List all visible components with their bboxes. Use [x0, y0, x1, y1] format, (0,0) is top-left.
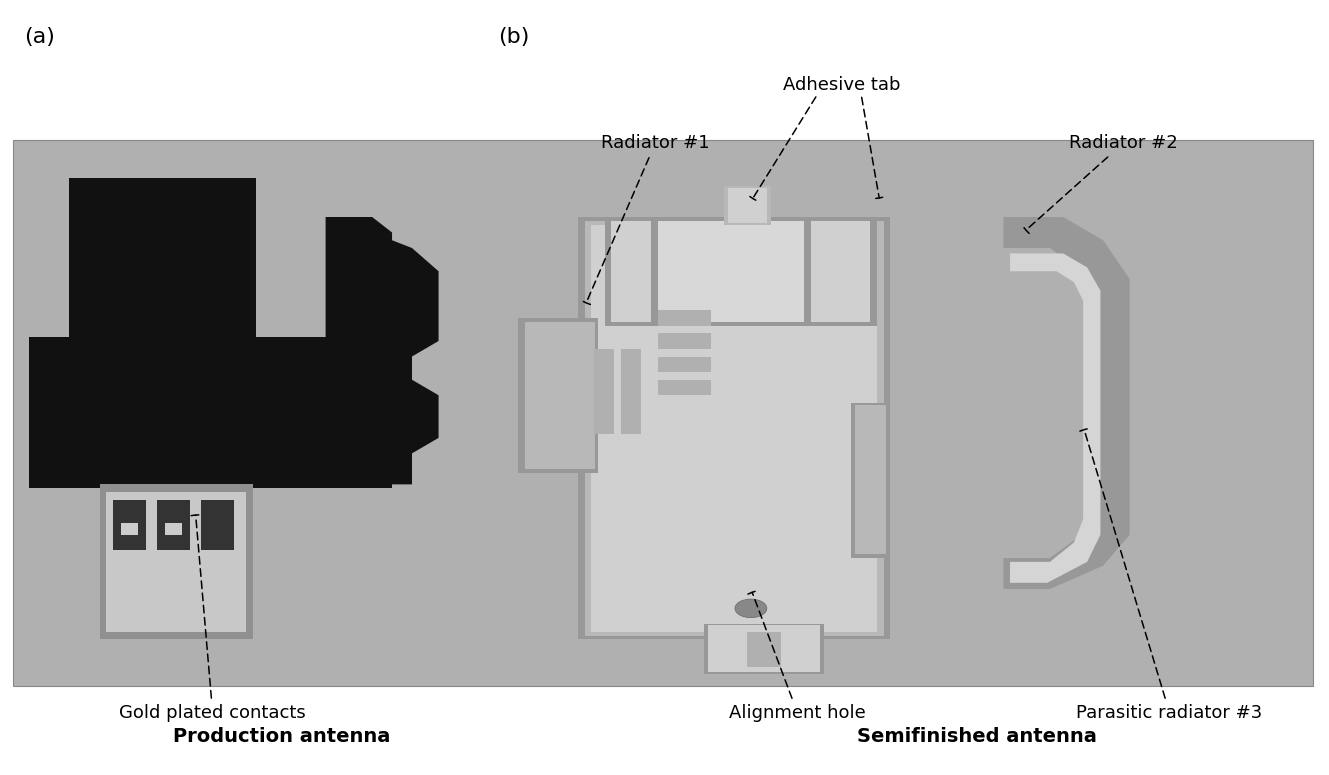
Polygon shape: [594, 349, 614, 434]
Polygon shape: [69, 178, 256, 264]
Polygon shape: [339, 232, 439, 453]
Polygon shape: [591, 225, 877, 632]
Polygon shape: [279, 217, 412, 484]
Polygon shape: [29, 337, 392, 488]
Polygon shape: [106, 492, 246, 632]
Polygon shape: [708, 625, 820, 672]
Text: (b): (b): [498, 27, 530, 47]
Polygon shape: [201, 500, 234, 550]
Bar: [13, 140, 1313, 686]
Polygon shape: [121, 523, 138, 535]
Polygon shape: [724, 186, 771, 225]
Polygon shape: [133, 178, 256, 264]
Polygon shape: [518, 318, 598, 473]
Polygon shape: [578, 217, 890, 639]
Polygon shape: [855, 405, 886, 554]
Polygon shape: [157, 500, 190, 550]
Polygon shape: [113, 500, 146, 550]
Text: Radiator #1: Radiator #1: [582, 134, 710, 305]
Polygon shape: [69, 178, 256, 484]
Polygon shape: [165, 523, 182, 535]
Text: Parasitic radiator #3: Parasitic radiator #3: [1076, 429, 1263, 722]
Circle shape: [735, 599, 767, 618]
Polygon shape: [69, 178, 193, 248]
Polygon shape: [100, 484, 253, 639]
Polygon shape: [747, 632, 781, 666]
Text: Alignment hole: Alignment hole: [730, 591, 865, 722]
Text: Semifinished antenna: Semifinished antenna: [857, 726, 1096, 746]
Polygon shape: [605, 217, 877, 326]
Polygon shape: [658, 356, 711, 372]
Polygon shape: [728, 188, 767, 223]
Text: Gold plated contacts: Gold plated contacts: [120, 515, 306, 722]
Polygon shape: [1003, 217, 1130, 589]
Polygon shape: [651, 217, 811, 326]
Polygon shape: [585, 221, 884, 635]
Polygon shape: [704, 624, 824, 674]
Polygon shape: [621, 349, 641, 434]
Polygon shape: [29, 345, 126, 469]
Polygon shape: [525, 322, 595, 469]
Polygon shape: [658, 380, 711, 395]
Polygon shape: [1010, 253, 1100, 583]
Polygon shape: [658, 333, 711, 349]
Polygon shape: [611, 221, 870, 322]
Polygon shape: [851, 403, 890, 558]
Polygon shape: [658, 221, 804, 322]
Polygon shape: [658, 310, 711, 326]
Text: Production antenna: Production antenna: [173, 726, 391, 746]
Text: (a): (a): [24, 27, 54, 47]
Text: Adhesive tab: Adhesive tab: [783, 76, 900, 95]
Text: Radiator #2: Radiator #2: [1023, 134, 1177, 233]
Polygon shape: [69, 202, 256, 484]
